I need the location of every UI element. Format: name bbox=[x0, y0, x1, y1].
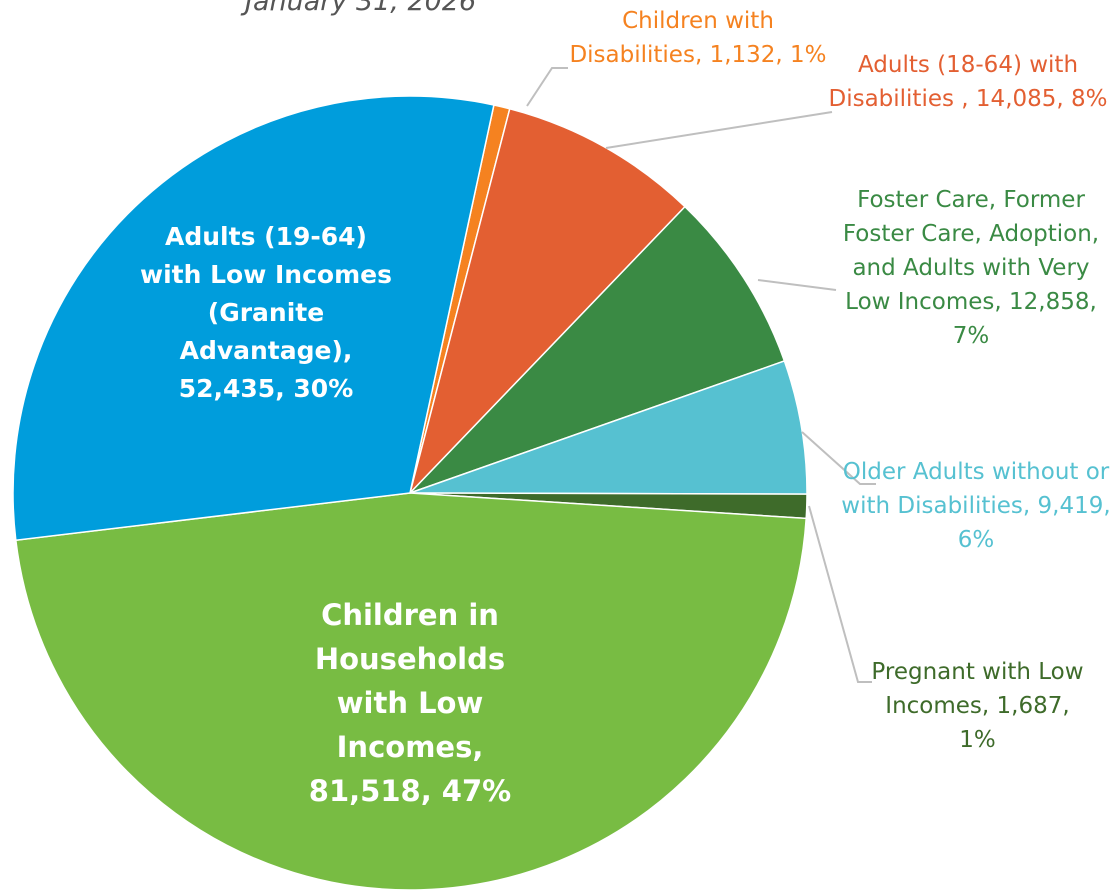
slice-label: Children in Households with Low Incomes,… bbox=[290, 593, 530, 813]
slice-label: Adults (19-64) with Low Incomes (Granite… bbox=[135, 218, 397, 408]
value-label: 1,132, 1% bbox=[709, 42, 827, 68]
pie-slice bbox=[408, 107, 687, 496]
leader-line bbox=[526, 67, 568, 107]
value-label: 52,435, 30% bbox=[178, 374, 354, 403]
slice-label: Children with Disabilities, 1,132, 1% bbox=[567, 4, 829, 72]
category-name: Older Adults without or with Disabilitie… bbox=[841, 459, 1110, 519]
leader-lines bbox=[526, 67, 876, 683]
leader-line bbox=[757, 279, 837, 291]
value-label: 81,518, 47% bbox=[308, 774, 512, 808]
category-name: Adults (18-64) with Disabilities , bbox=[828, 52, 1079, 112]
pie-slice bbox=[409, 205, 786, 494]
category-name: Children in Households with Low Incomes, bbox=[314, 598, 506, 764]
pie-slice bbox=[12, 95, 495, 542]
leader-line bbox=[801, 431, 876, 485]
slice-label: Pregnant with Low Incomes, 1,687, 1% bbox=[870, 655, 1085, 757]
category-name: Adults (19-64) with Low Incomes (Granite… bbox=[139, 222, 392, 365]
chart-title: January 31, 2026 bbox=[245, 0, 477, 17]
value-label: 9,419, 6% bbox=[957, 493, 1111, 553]
value-label: 14,085, 8% bbox=[975, 86, 1108, 112]
slice-label: Older Adults without or with Disabilitie… bbox=[836, 455, 1116, 557]
pie-slice bbox=[409, 360, 808, 495]
category-name: Children with Disabilities, bbox=[569, 8, 774, 68]
category-name: Foster Care, Former Foster Care, Adoptio… bbox=[842, 187, 1100, 315]
category-name: Pregnant with Low Incomes, bbox=[871, 659, 1084, 719]
value-label: 1,687, 1% bbox=[959, 693, 1070, 753]
slice-label: Adults (18-64) with Disabilities , 14,08… bbox=[828, 48, 1108, 116]
value-label: 12,858, 7% bbox=[952, 289, 1097, 349]
leader-line bbox=[808, 505, 872, 683]
leader-line bbox=[605, 111, 833, 149]
slice-label: Foster Care, Former Foster Care, Adoptio… bbox=[836, 183, 1106, 353]
